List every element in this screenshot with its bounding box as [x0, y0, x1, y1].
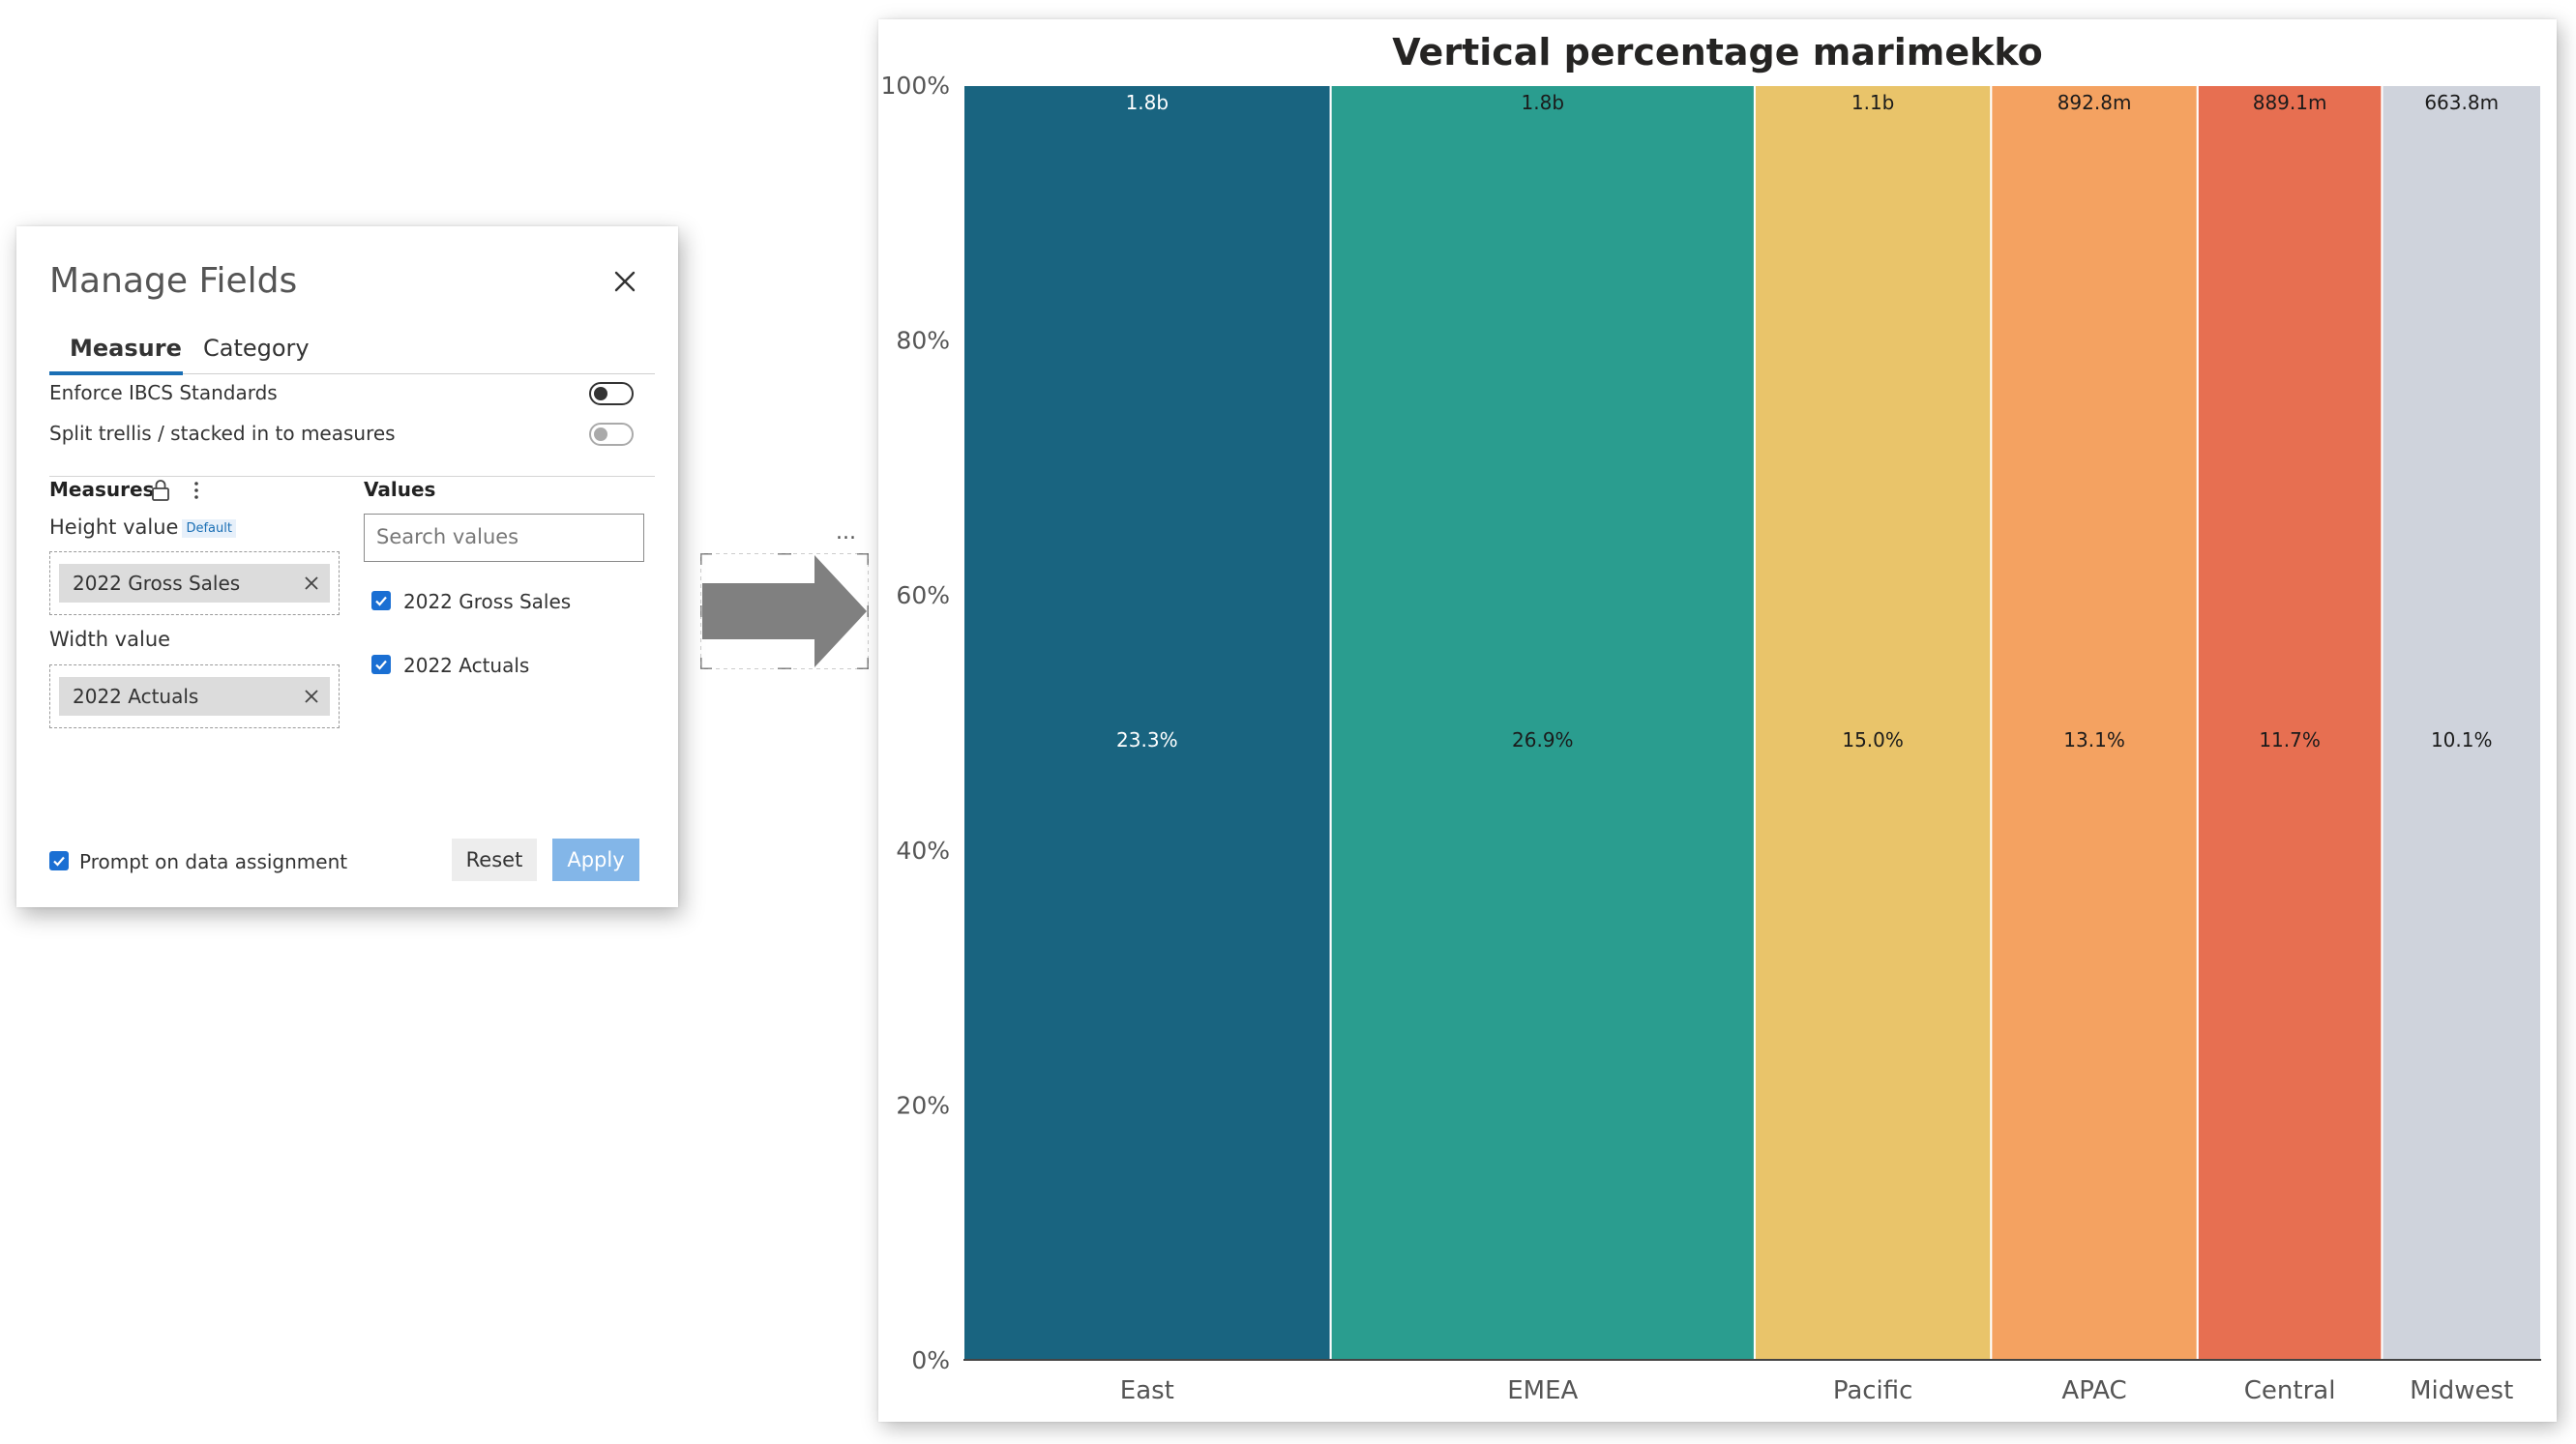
bar-value-label: 1.8b [1126, 91, 1170, 114]
bar-share-label: 23.3% [1116, 728, 1178, 751]
active-tab-indicator [49, 371, 183, 375]
tab-measure[interactable]: Measure [70, 335, 182, 362]
y-tick-label: 40% [896, 837, 950, 865]
tab-category[interactable]: Category [203, 335, 310, 362]
more-options-icon[interactable]: ... [836, 520, 856, 545]
x-category-label: Midwest [2410, 1376, 2513, 1405]
value-label-gross-sales: 2022 Gross Sales [403, 590, 572, 613]
more-vertical-icon[interactable] [191, 478, 202, 503]
height-field-name: 2022 Gross Sales [73, 572, 241, 595]
tab-divider [49, 373, 655, 374]
height-field-pill[interactable]: 2022 Gross Sales [59, 564, 330, 603]
value-checkbox-gross-sales[interactable] [371, 591, 391, 610]
bar-value-label: 1.1b [1851, 91, 1895, 114]
enforce-ibcs-toggle[interactable] [589, 382, 634, 405]
toggle-knob [594, 427, 607, 441]
bar-value-label: 892.8m [2058, 91, 2132, 114]
marimekko-bar [962, 84, 1332, 1361]
lock-icon[interactable] [150, 478, 171, 503]
marimekko-bar [2196, 84, 2384, 1361]
marimekko-bar [1329, 84, 1756, 1361]
bar-share-label: 10.1% [2431, 728, 2493, 751]
x-category-label: Pacific [1833, 1376, 1913, 1405]
chart-title: Vertical percentage marimekko [1392, 31, 2043, 74]
y-tick-label: 0% [911, 1346, 950, 1374]
x-category-label: Central [2244, 1376, 2336, 1405]
search-input[interactable] [374, 515, 630, 559]
dialog-title: Manage Fields [49, 261, 298, 301]
bar-value-label: 663.8m [2424, 91, 2499, 114]
prompt-checkbox[interactable] [49, 851, 69, 870]
x-category-label: EMEA [1507, 1376, 1578, 1405]
apply-button[interactable]: Apply [552, 839, 639, 881]
bar-share-label: 13.1% [2063, 728, 2125, 751]
enforce-ibcs-label: Enforce IBCS Standards [49, 381, 278, 404]
split-trellis-toggle[interactable] [589, 423, 634, 446]
y-tick-label: 60% [896, 581, 950, 609]
values-heading: Values [364, 478, 436, 501]
value-label-actuals: 2022 Actuals [403, 654, 530, 677]
remove-field-icon[interactable] [303, 575, 320, 592]
height-value-well[interactable]: 2022 Gross Sales [49, 551, 340, 615]
search-values-field[interactable] [364, 514, 644, 562]
bar-share-label: 11.7% [2259, 728, 2321, 751]
x-category-label: APAC [2061, 1376, 2126, 1405]
height-value-text: Height value [49, 516, 179, 539]
measures-heading: Measures [49, 478, 155, 501]
width-field-name: 2022 Actuals [73, 685, 199, 708]
value-checkbox-actuals[interactable] [371, 655, 391, 674]
arrow-right-icon [702, 555, 867, 667]
marimekko-bar [1990, 84, 2199, 1361]
prompt-label: Prompt on data assignment [79, 850, 348, 873]
height-value-label: Height value Default [49, 516, 236, 539]
marimekko-chart: 0% 20% 40% 60% 80% 100% 1.8b 23.3% East 1.8b 26.9%… [881, 72, 2543, 1405]
close-icon[interactable] [608, 265, 641, 298]
reset-button[interactable]: Reset [452, 839, 537, 881]
y-tick-label: 100% [881, 72, 950, 100]
section-divider [49, 476, 655, 477]
manage-fields-dialog: Manage Fields Measure Category Enforce I… [16, 226, 678, 907]
bar-value-label: 1.8b [1522, 91, 1565, 114]
y-tick-label: 20% [896, 1091, 950, 1119]
x-category-label: East [1120, 1376, 1174, 1405]
y-tick-label: 80% [896, 327, 950, 355]
marimekko-bar [1753, 84, 1993, 1361]
remove-field-icon[interactable] [303, 688, 320, 705]
marimekko-bar [2381, 84, 2543, 1361]
width-value-well[interactable]: 2022 Actuals [49, 664, 340, 728]
bar-share-label: 15.0% [1842, 728, 1904, 751]
chart-visual: Vertical percentage marimekko 0% 20% 40% 60… [878, 19, 2557, 1422]
arrow-shape[interactable] [698, 551, 871, 671]
default-badge: Default [182, 518, 236, 538]
toggle-knob [594, 387, 607, 400]
split-trellis-label: Split trellis / stacked in to measures [49, 422, 396, 445]
width-value-label: Width value [49, 628, 171, 651]
bar-share-label: 26.9% [1512, 728, 1574, 751]
bar-value-label: 889.1m [2253, 91, 2327, 114]
width-field-pill[interactable]: 2022 Actuals [59, 677, 330, 716]
